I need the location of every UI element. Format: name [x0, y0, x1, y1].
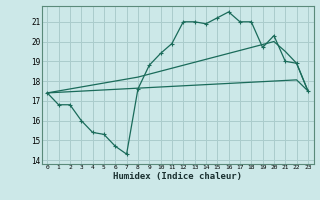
X-axis label: Humidex (Indice chaleur): Humidex (Indice chaleur): [113, 172, 242, 181]
